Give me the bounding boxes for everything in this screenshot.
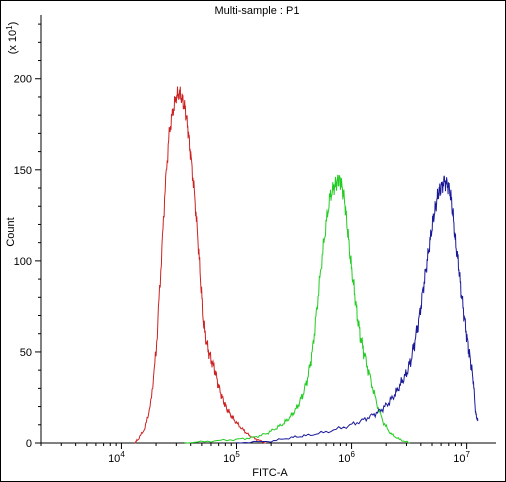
series-group — [134, 86, 479, 444]
x-tick-base: 10 — [453, 453, 465, 465]
series-line-3 — [236, 175, 479, 444]
x-tick-label: 104 — [108, 450, 125, 465]
x-tick-base: 10 — [223, 453, 235, 465]
y-tick-label: 50 — [20, 347, 32, 359]
y-tick-label: 100 — [14, 256, 32, 268]
x-tick-base: 10 — [108, 453, 120, 465]
chart-title: Multi-sample : P1 — [215, 5, 300, 17]
y-multiplier-open: (x 10 — [7, 30, 19, 54]
y-multiplier-close: ) — [7, 22, 19, 26]
y-tick-label: 200 — [14, 74, 32, 86]
series-line-2 — [183, 174, 410, 444]
x-tick-exponent: 7 — [466, 450, 471, 459]
x-axis-label: FITC-A — [252, 467, 288, 479]
y-axis-label: Count — [5, 217, 17, 246]
x-tick-base: 10 — [338, 453, 350, 465]
y-multiplier-label: (x 101) — [5, 22, 19, 55]
x-tick-label: 106 — [338, 450, 355, 465]
x-tick-label: 107 — [453, 450, 470, 465]
x-tick-exponent: 4 — [120, 450, 125, 459]
x-tick-exponent: 5 — [235, 450, 240, 459]
y-multiplier-exp: 1 — [5, 25, 14, 30]
x-tick-exponent: 6 — [350, 450, 355, 459]
y-tick-label: 150 — [14, 165, 32, 177]
y-tick-label: 0 — [26, 438, 32, 450]
x-tick-label: 105 — [223, 450, 240, 465]
series-line-1 — [134, 86, 266, 444]
